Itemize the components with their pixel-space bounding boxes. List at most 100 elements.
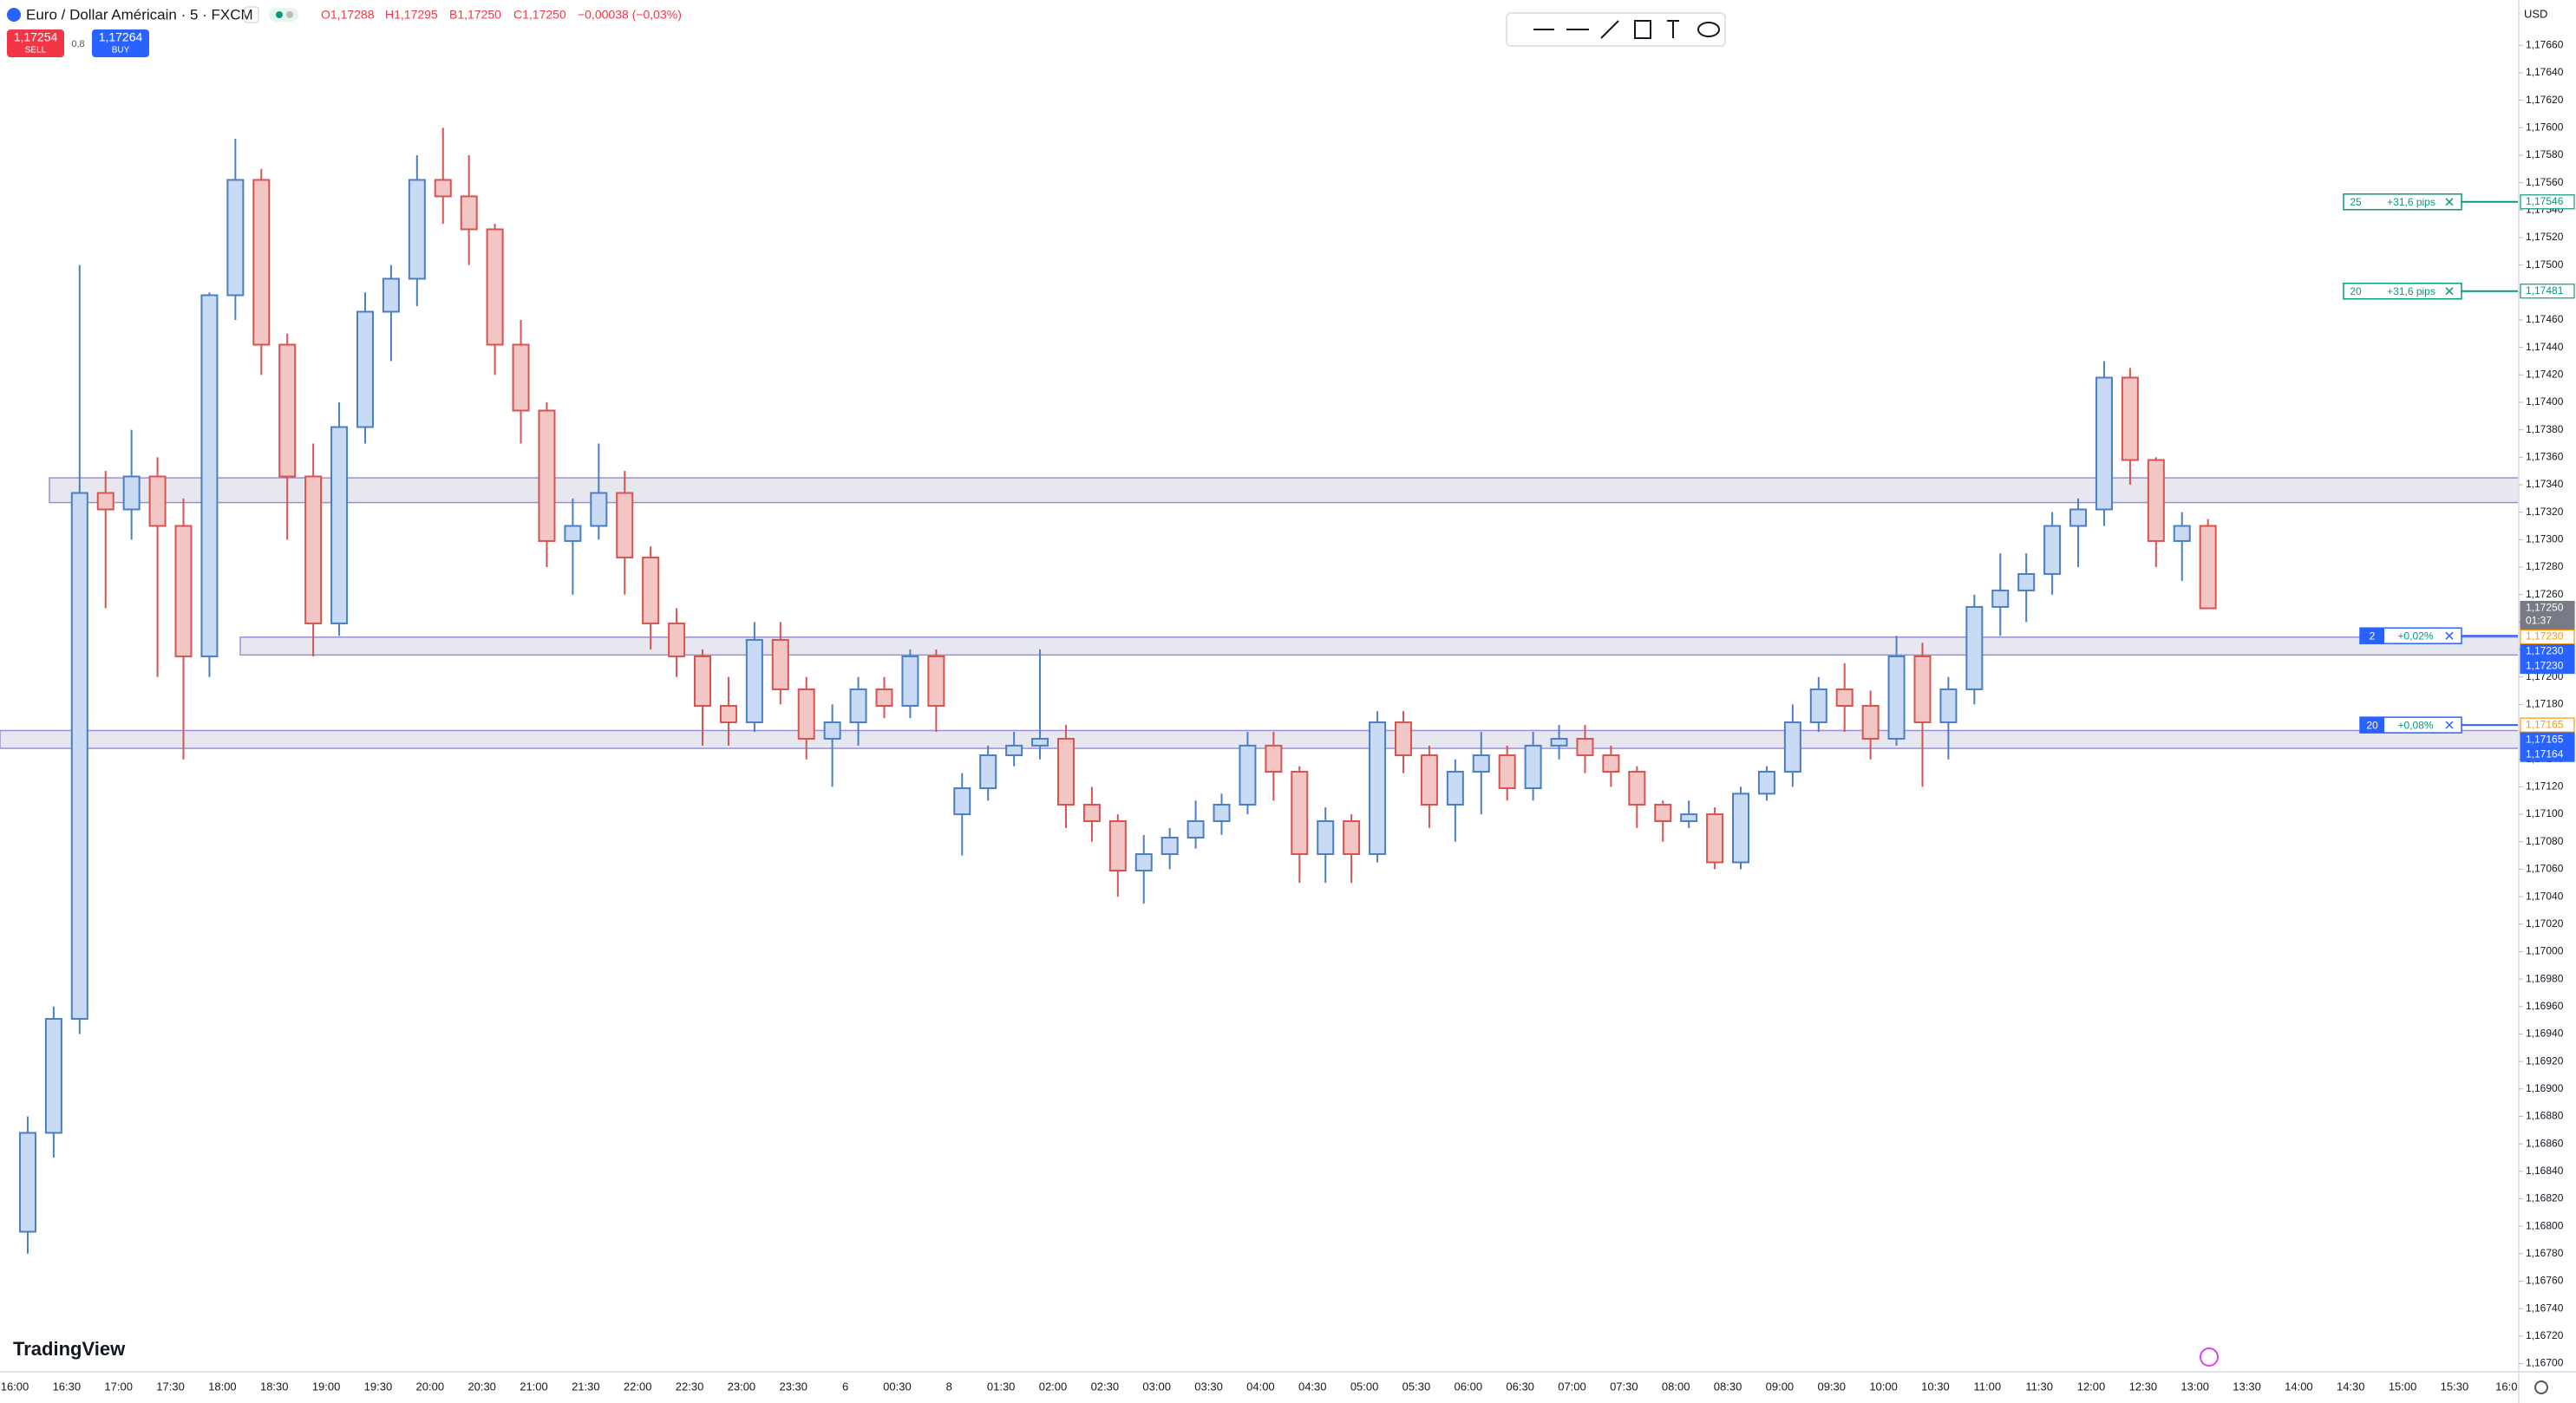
price-tag-label: 1,17165 — [2526, 718, 2564, 730]
candle-body — [96, 492, 114, 511]
candle-body — [1343, 819, 1361, 855]
price-tag — [2520, 643, 2575, 660]
x-tick-label: 16:00 — [1, 1380, 29, 1393]
x-tick-label: 19:00 — [312, 1380, 341, 1393]
x-tick-label: 14:30 — [2337, 1380, 2365, 1393]
candle-body — [1809, 688, 1827, 723]
candle-body — [330, 426, 349, 624]
y-tick-label: 1,16960 — [2526, 1000, 2564, 1012]
buy-button[interactable] — [92, 29, 149, 57]
y-tick-label: 1,16760 — [2526, 1275, 2564, 1287]
y-tick-label: 1,16820 — [2526, 1192, 2564, 1204]
price-tag — [2520, 717, 2575, 733]
price-tag — [2520, 284, 2575, 299]
x-tick-label: 20:30 — [467, 1380, 496, 1393]
candle-body — [719, 704, 737, 723]
currency[interactable]: USD — [2524, 7, 2547, 20]
buy-price: 1,17264 — [99, 30, 143, 44]
rectangle-tool[interactable] — [1634, 20, 1651, 39]
market-dot — [286, 11, 293, 18]
order-box[interactable] — [2343, 282, 2462, 300]
order-close[interactable] — [2445, 287, 2454, 296]
symbol-title[interactable]: Euro / Dollar Américain · 5 · FXCM — [26, 6, 253, 23]
trend-line-tool[interactable] — [1600, 20, 1619, 39]
candle-body — [797, 688, 815, 740]
y-tick-label: 1,16980 — [2526, 972, 2564, 984]
x-tick-label: 14:00 — [2285, 1380, 2313, 1393]
y-tick-label: 1,17260 — [2526, 588, 2564, 600]
candle-body — [512, 343, 530, 412]
candle-body — [927, 655, 945, 707]
y-tick-label: 1,17340 — [2526, 478, 2564, 490]
y-tick-label: 1,16940 — [2526, 1028, 2564, 1040]
candle-body — [1161, 836, 1179, 855]
candle-body — [953, 786, 971, 816]
order-qty: 20 — [2350, 285, 2362, 297]
candle-body — [382, 277, 400, 313]
candle-body — [1420, 754, 1438, 806]
y-tick-label: 1,16840 — [2526, 1165, 2564, 1177]
order-close[interactable] — [2445, 631, 2454, 640]
y-tick-label: 1,17420 — [2526, 368, 2564, 380]
alert-icon[interactable] — [2200, 1348, 2219, 1367]
candle-body — [2095, 376, 2113, 511]
candle-body — [148, 475, 167, 527]
price-tag-label: 1,17230 — [2526, 630, 2564, 643]
y-tick-label: 1,17460 — [2526, 313, 2564, 325]
candle-body — [434, 179, 452, 198]
sell-button[interactable] — [7, 29, 64, 57]
order-box[interactable] — [2343, 193, 2462, 211]
order-text: +0,08% — [2397, 719, 2433, 731]
market-status — [269, 8, 298, 22]
order-close[interactable] — [2445, 721, 2454, 729]
candle-body — [538, 409, 556, 542]
price-tag — [2520, 747, 2575, 762]
candle-body — [2147, 459, 2165, 542]
y-tick-label: 1,17120 — [2526, 780, 2564, 793]
candle-body — [2121, 376, 2139, 461]
y-tick-label: 1,17640 — [2526, 66, 2564, 78]
candle-body — [44, 1018, 62, 1134]
candle-body — [1524, 744, 1542, 789]
candle-body — [1706, 813, 1724, 864]
x-tick-label: 00:30 — [883, 1380, 912, 1393]
candle-body — [356, 310, 374, 428]
x-tick-label: 11:00 — [1974, 1380, 2002, 1393]
order-close[interactable] — [2445, 198, 2454, 206]
price-tag — [2520, 658, 2575, 675]
ellipse-tool[interactable] — [1697, 22, 1720, 37]
candle-body — [2043, 525, 2062, 575]
price-tag-label: 1,17546 — [2526, 195, 2564, 207]
x-tick-label: 08:30 — [1714, 1380, 1742, 1393]
candle-body — [408, 179, 426, 280]
candle-body — [252, 179, 271, 346]
legend-item: O1,17288 — [321, 8, 375, 22]
candle-body — [1861, 704, 1880, 740]
y-tick-label: 1,17400 — [2526, 395, 2564, 408]
legend-item: H1,17295 — [385, 8, 438, 22]
candle-body — [486, 228, 504, 346]
visibility-button[interactable] — [244, 6, 259, 23]
candle-body — [304, 475, 323, 624]
spread: 0,8 — [71, 39, 84, 49]
x-tick-label: 10:30 — [1921, 1380, 1950, 1393]
candle-body — [278, 343, 297, 478]
order-text: +31,6 pips — [2387, 196, 2435, 208]
x-tick-label: 18:30 — [260, 1380, 289, 1393]
candle-body — [1134, 852, 1153, 871]
order-text: +31,6 pips — [2387, 285, 2435, 297]
candle-body — [2069, 508, 2088, 527]
settings-icon[interactable] — [2534, 1380, 2548, 1394]
text-tool[interactable] — [1667, 20, 1679, 38]
candle-body — [642, 556, 660, 624]
y-tick-label: 1,17180 — [2526, 698, 2564, 710]
candle-body — [1498, 754, 1516, 789]
price-tag-label: 1,17250 — [2526, 602, 2564, 614]
y-tick-label: 1,16700 — [2526, 1357, 2564, 1369]
x-tick-label: 03:30 — [1194, 1380, 1223, 1393]
x-tick-label: 02:30 — [1091, 1380, 1120, 1393]
y-tick-label: 1,16920 — [2526, 1054, 2564, 1067]
candle-body — [1757, 770, 1775, 795]
candle-body — [1732, 793, 1750, 864]
x-tick-label: 17:30 — [156, 1380, 185, 1393]
